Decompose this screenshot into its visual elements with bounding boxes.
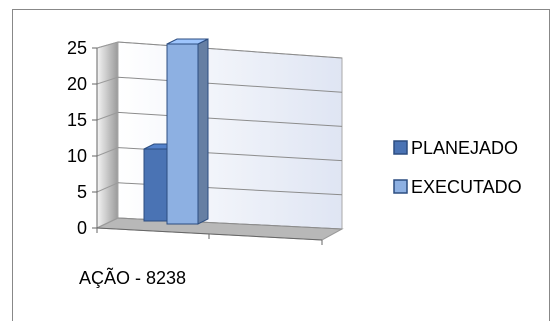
y-axis-ticks: 0 5 10 15 20 25 <box>67 38 97 238</box>
gridline-side <box>96 111 119 121</box>
legend-swatch <box>393 140 408 155</box>
bar-side-face <box>197 38 209 225</box>
legend-label: EXECUTADO <box>411 177 522 197</box>
gridline <box>117 76 343 93</box>
side-wall <box>96 41 119 229</box>
y-tick-label: 20 <box>67 74 87 94</box>
bar-front-face <box>143 148 168 222</box>
legend-item-planejado: PLANEJADO <box>393 138 518 158</box>
bar-executado <box>166 38 209 225</box>
y-tick-label: 0 <box>77 218 87 238</box>
gridline-side <box>96 41 119 49</box>
legend-label: PLANEJADO <box>411 138 518 158</box>
bars <box>143 38 209 225</box>
y-tick-label: 10 <box>67 146 87 166</box>
x-axis-tick-marks <box>96 228 323 245</box>
y-tick-label: 15 <box>67 110 87 130</box>
gridline <box>117 41 343 59</box>
y-tick-label: 5 <box>77 182 87 202</box>
legend: PLANEJADO EXECUTADO <box>393 138 522 197</box>
gridline-side <box>96 76 119 85</box>
legend-item-executado: EXECUTADO <box>393 177 522 197</box>
y-tick-label: 25 <box>67 38 87 58</box>
bar-front-face <box>166 43 199 225</box>
gridline <box>117 111 343 127</box>
gridline-side <box>96 147 119 157</box>
legend-swatch <box>393 179 408 194</box>
category-label: AÇÃO - 8238 <box>79 267 186 288</box>
gridline-side <box>96 182 119 193</box>
gridline-side <box>96 217 119 229</box>
